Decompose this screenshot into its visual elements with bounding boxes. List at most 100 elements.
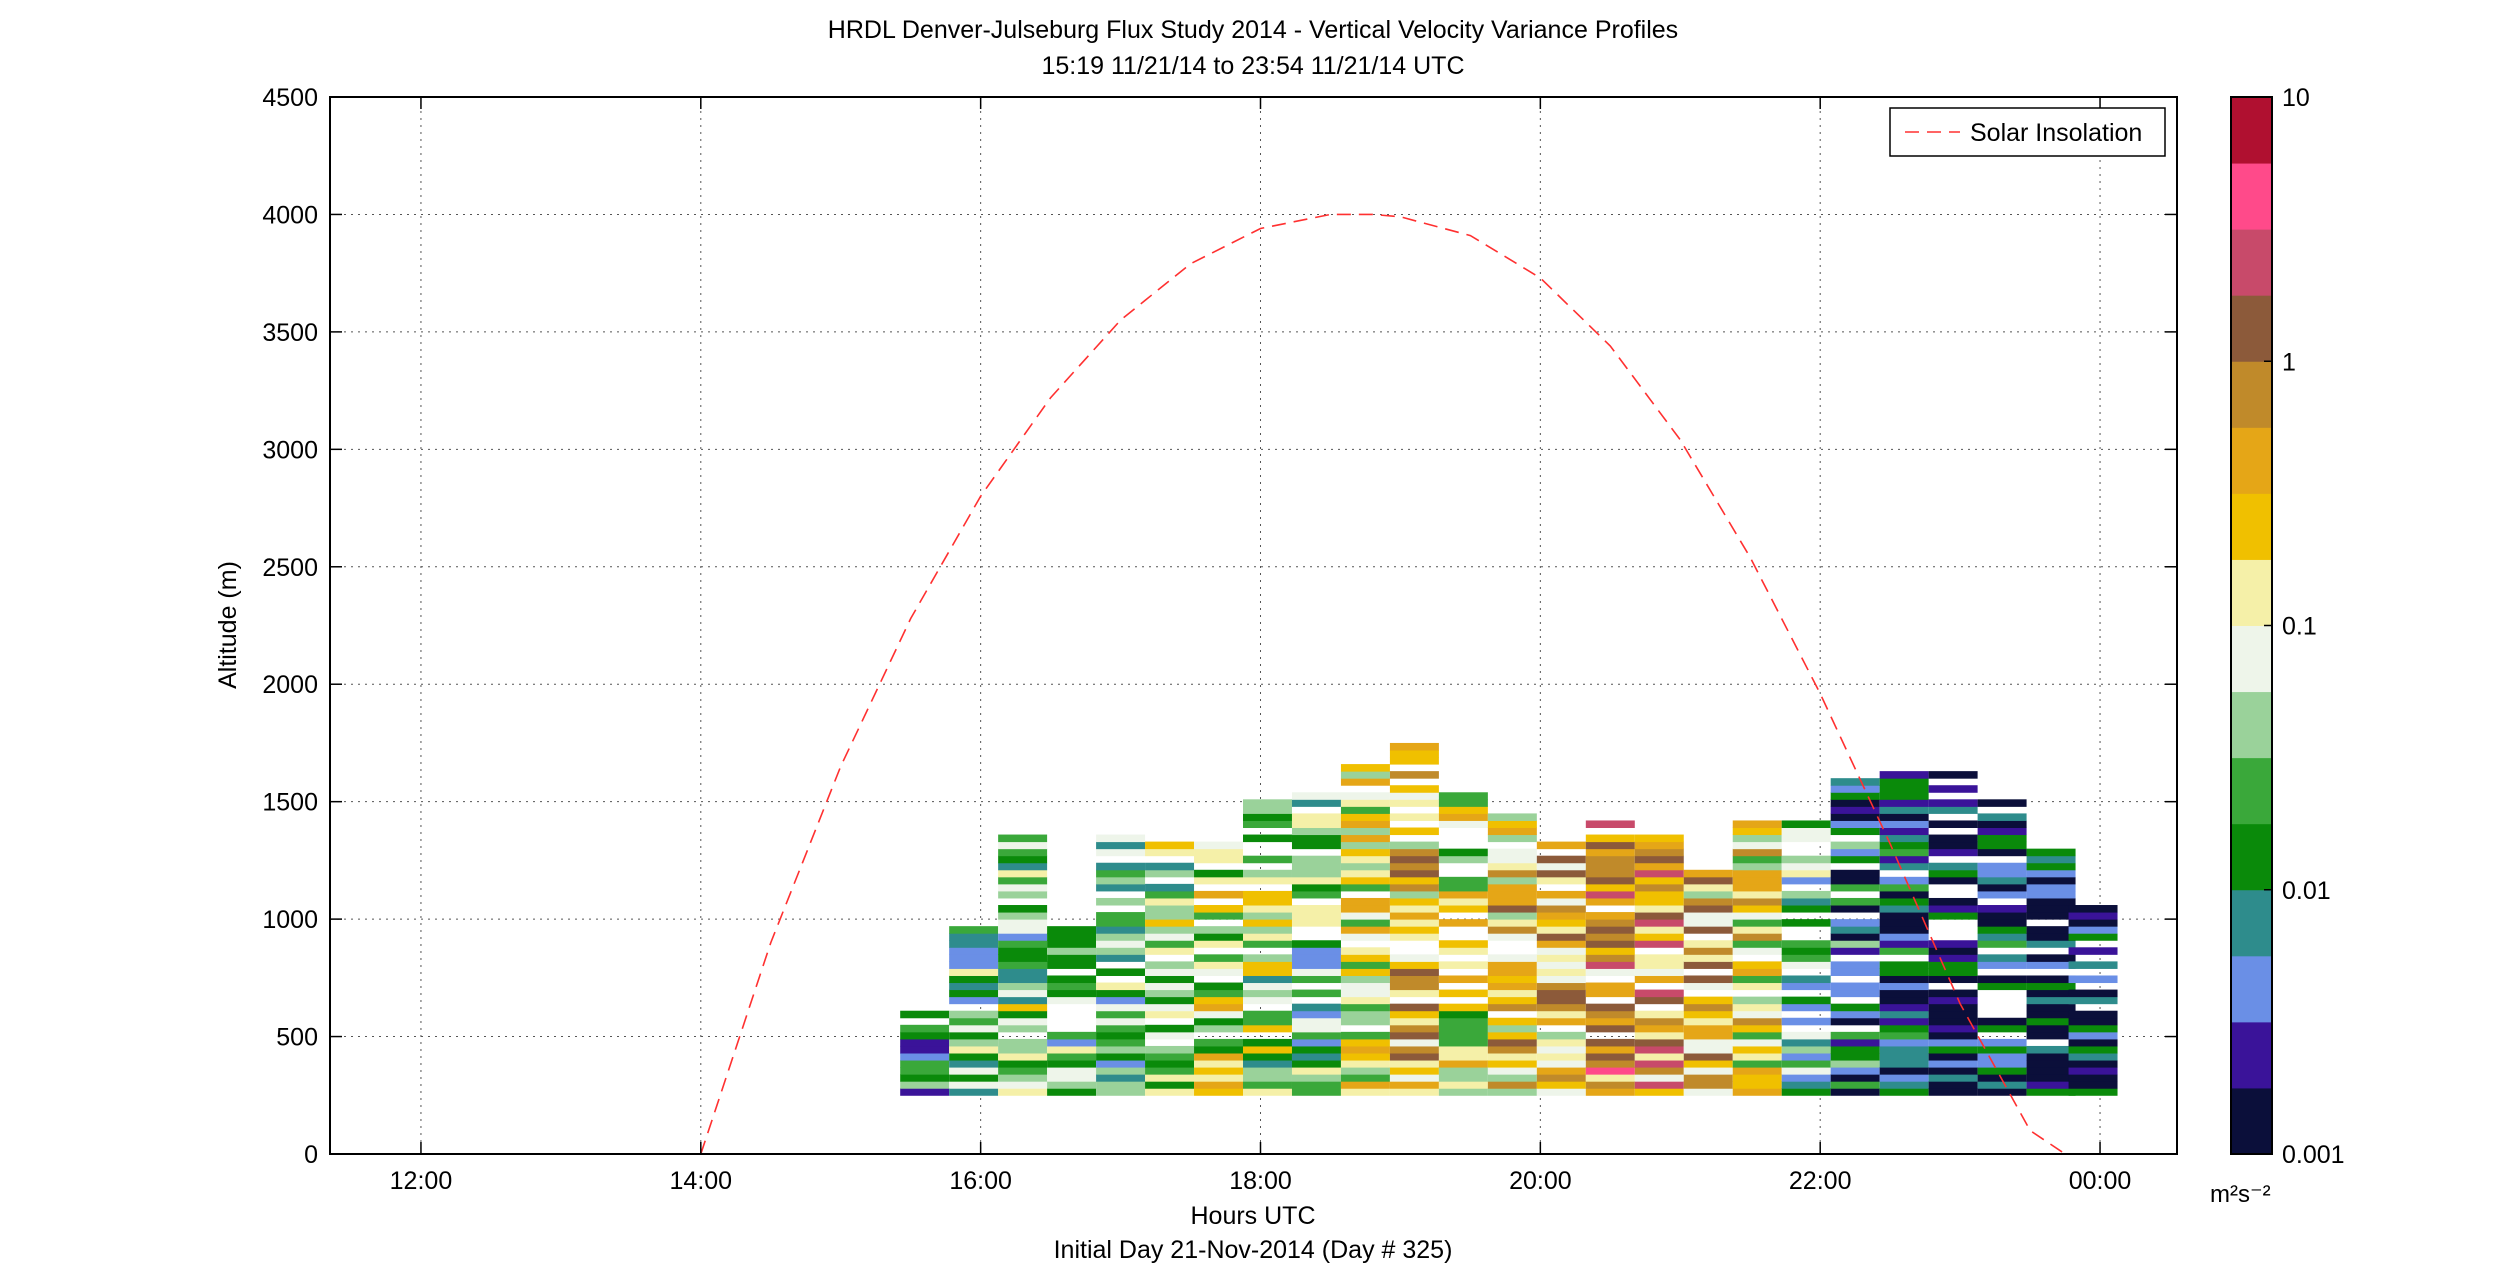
heatmap-cell (2068, 1038, 2118, 1047)
heatmap-cell (1438, 975, 1488, 984)
heatmap-cell (1683, 961, 1733, 969)
heatmap-cell (1683, 883, 1733, 892)
heatmap-cell (1977, 890, 2027, 899)
heatmap-cell (2026, 926, 2076, 934)
heatmap-cell (1145, 1045, 1195, 1054)
heatmap-cell (1340, 975, 1390, 984)
heatmap-cell (1194, 912, 1244, 920)
heatmap-cell (1830, 827, 1880, 836)
heatmap-cell (1487, 954, 1537, 962)
heatmap-cell (1389, 1067, 1439, 1075)
heatmap-cell (949, 933, 999, 941)
colorbar-segment (2231, 295, 2272, 362)
heatmap-cell (1243, 869, 1292, 878)
heatmap-cell (998, 940, 1048, 948)
heatmap-cell (1145, 919, 1195, 927)
heatmap-cell (1438, 897, 1488, 906)
heatmap-cell (1291, 883, 1341, 892)
heatmap-cell (1389, 869, 1439, 878)
heatmap-cell (1243, 820, 1292, 829)
heatmap-cell (1438, 1010, 1488, 1019)
heatmap-cell (1291, 1052, 1341, 1061)
heatmap-cell (1194, 1045, 1244, 1054)
heatmap-cell (1977, 799, 2027, 807)
heatmap-cell (1732, 1045, 1782, 1054)
y-tick-label: 500 (276, 1024, 318, 1052)
heatmap-cell (1145, 1031, 1195, 1040)
heatmap-cell (1536, 1088, 1586, 1096)
heatmap-cell (1928, 848, 1978, 857)
heatmap-cell (1291, 890, 1341, 899)
heatmap-cell (1536, 1045, 1586, 1054)
heatmap-cell (1928, 1052, 1978, 1061)
heatmap-cell (1879, 855, 1929, 864)
heatmap-cell (1830, 1052, 1880, 1061)
heatmap-cell (1732, 1052, 1782, 1061)
heatmap-cell (1487, 813, 1537, 821)
colorbar-segment (2231, 625, 2272, 693)
heatmap-cell (998, 1060, 1048, 1068)
heatmap-cell (1194, 1038, 1244, 1047)
heatmap-cell (1438, 792, 1488, 800)
heatmap-cell (1830, 1045, 1880, 1054)
heatmap-cell (1732, 848, 1782, 857)
heatmap-cell (949, 1010, 999, 1019)
heatmap-cell (1096, 968, 1146, 976)
heatmap-cell (1536, 869, 1586, 878)
heatmap-cell (1243, 905, 1292, 913)
heatmap-cell (1438, 1024, 1488, 1033)
heatmap-cell (1487, 975, 1537, 984)
heatmap-cell (998, 1088, 1048, 1096)
heatmap-cell (1291, 954, 1341, 962)
heatmap-cell (1879, 897, 1929, 906)
colorbar-segment (2231, 757, 2272, 825)
heatmap-cell (1389, 813, 1439, 821)
heatmap-cell (1194, 940, 1244, 948)
heatmap-cell (949, 1017, 999, 1026)
heatmap-cell (2068, 1067, 2118, 1075)
heatmap-cell (1683, 1003, 1733, 1012)
heatmap-cell (1732, 1081, 1782, 1089)
heatmap-cell (1781, 820, 1831, 829)
heatmap-cell (1732, 996, 1782, 1005)
heatmap-cell (1781, 1067, 1831, 1075)
heatmap-cell (1536, 982, 1586, 991)
heatmap-cell (2026, 1045, 2076, 1054)
heatmap-cell (1634, 1060, 1684, 1068)
heatmap-cell (2068, 912, 2118, 920)
heatmap-cell (998, 841, 1048, 850)
heatmap-cell (1879, 771, 1929, 779)
heatmap-cell (1243, 1060, 1292, 1068)
heatmap-cell (1389, 933, 1439, 941)
heatmap-cell (1145, 897, 1195, 906)
heatmap-cell (1389, 827, 1439, 836)
heatmap-cell (1536, 890, 1586, 899)
heatmap-cell (1977, 1024, 2027, 1033)
heatmap-cell (1389, 1003, 1439, 1012)
heatmap-cell (1977, 862, 2027, 871)
heatmap-cell (1928, 834, 1978, 843)
colorbar-segment (2231, 559, 2272, 626)
heatmap-cell (998, 975, 1048, 984)
heatmap-cell (1487, 1081, 1537, 1089)
heatmap-cell (1634, 1067, 1684, 1075)
heatmap-cell (1096, 919, 1146, 927)
heatmap-cell (1487, 982, 1537, 991)
heatmap-cell (1487, 1017, 1537, 1026)
heatmap-cell (1536, 862, 1586, 871)
heatmap-cell (998, 1045, 1048, 1054)
heatmap-cell (1732, 862, 1782, 871)
heatmap-cell (2026, 1010, 2076, 1019)
heatmap-cell (1194, 855, 1244, 864)
heatmap-cell (1096, 1017, 1146, 1026)
heatmap-cell (1243, 1024, 1292, 1033)
heatmap-cell (900, 1067, 950, 1075)
heatmap-cell (1243, 806, 1292, 814)
heatmap-cell (1145, 1074, 1195, 1082)
heatmap-cell (998, 1052, 1048, 1061)
heatmap-cell (1977, 1045, 2027, 1054)
heatmap-cell (1291, 919, 1341, 927)
heatmap-cell (1634, 1088, 1684, 1096)
heatmap-cell (1585, 940, 1635, 948)
heatmap-cell (1732, 1074, 1782, 1082)
